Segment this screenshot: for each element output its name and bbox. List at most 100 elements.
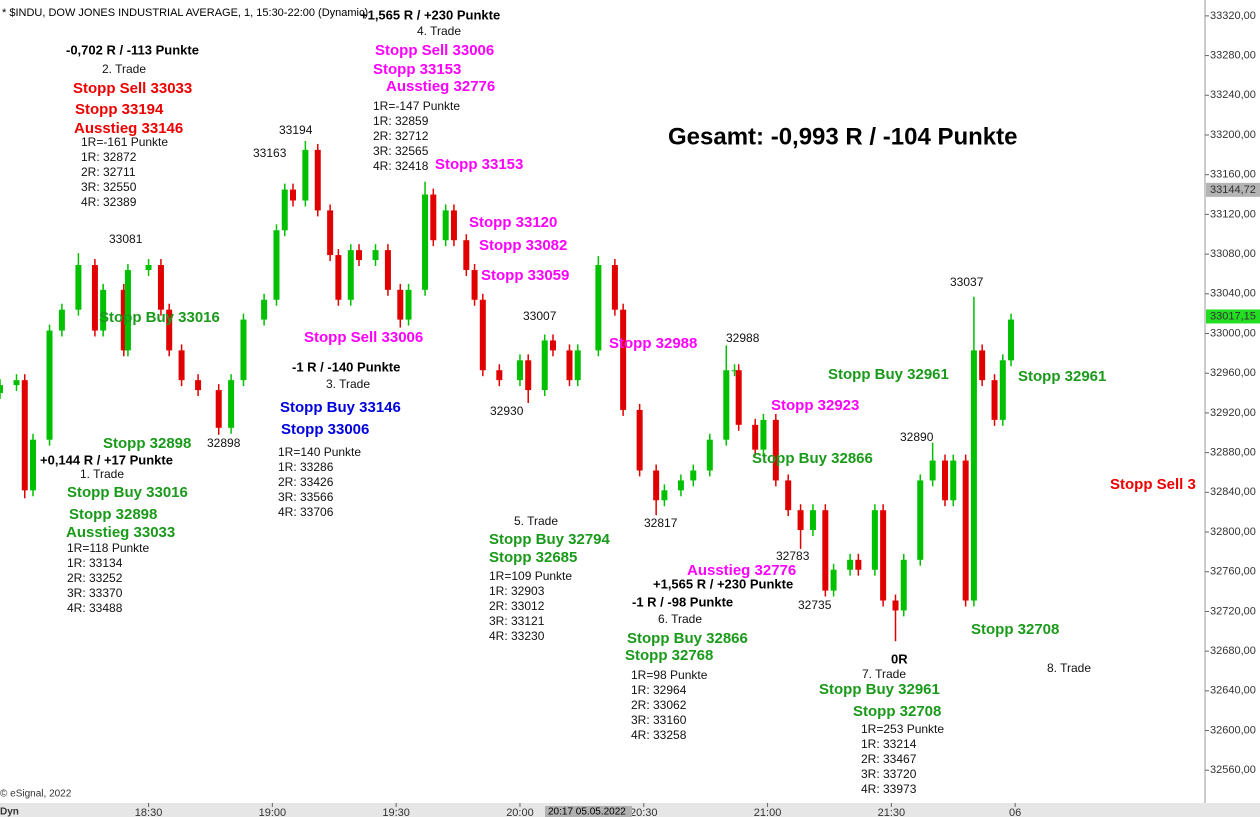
annotation: 1R=-161 Punkte [81,135,168,149]
candle-body [100,289,107,331]
annotation: 1R=98 Punkte [631,668,708,682]
annotation: Stopp 32685 [489,549,577,566]
candle-body [13,380,20,386]
candle-body [356,250,363,261]
annotation: Ausstieg 32776 [386,78,495,95]
candle-body [541,340,548,391]
candle-body [120,289,127,351]
annotation: Stopp 33194 [75,101,164,118]
candle-body [21,380,28,491]
annotation: 33081 [109,232,143,246]
candle-body [942,460,949,501]
candle-body [785,480,792,511]
y-tick-label: 33280,00 [1210,49,1256,61]
annotation: 3R: 33121 [489,614,545,628]
candle-body [30,439,37,491]
annotation: 3R: 33720 [861,767,917,781]
candle-body [58,309,65,331]
candle-body [240,319,247,381]
copyright: © eSignal, 2022 [0,789,72,800]
annotation: 1. Trade [80,467,124,481]
annotation: 4R: 32418 [373,159,429,173]
y-tick-label: 33200,00 [1210,129,1256,141]
candle-body [289,189,296,201]
candle-body [735,370,742,425]
annotation: Stopp 33082 [479,237,567,254]
y-tick-label: 32800,00 [1210,526,1256,538]
annotation: Stopp Sell 33006 [375,42,494,59]
annotation: 2R: 33062 [631,698,687,712]
annotation: Stopp Buy 32866 [752,450,873,467]
candle-body [261,299,268,320]
annotation: 4R: 33488 [67,601,123,615]
annotation: 32817 [644,516,678,530]
candle-body [1008,319,1015,361]
annotation: 1R: 32903 [489,584,545,598]
annotation: 33037 [950,275,984,289]
annotation: Stopp 33153 [435,156,523,173]
annotation: 3R: 32565 [373,144,429,158]
candle-body [900,559,907,611]
annotation: 1R: 32859 [373,114,429,128]
candle-body [442,210,449,241]
annotation: Ausstieg 32776 [687,562,796,579]
candle-body [335,255,342,300]
candle-body [314,149,321,211]
candle-body [970,350,977,601]
candle-body [892,600,899,611]
candle-body [611,265,618,310]
annotation: 2R: 33012 [489,599,545,613]
annotation: Ausstieg 33146 [74,120,183,137]
candle-body [228,380,235,428]
y-tick-label: 33080,00 [1210,248,1256,260]
candle-body [917,480,924,560]
candle-body [302,149,309,201]
candle-body [809,510,816,531]
annotation: 32930 [490,404,524,418]
y-tick-label: 32880,00 [1210,447,1256,459]
price-marker [1206,309,1260,324]
candle-body [75,265,82,310]
candle-body [372,250,379,261]
annotation: Stopp 32898 [69,506,157,523]
annotation: 2R: 33467 [861,752,917,766]
y-tick-label: 33000,00 [1210,327,1256,339]
y-tick-label: 32760,00 [1210,566,1256,578]
annotation: 4R: 33973 [861,782,917,796]
candle-body [752,424,759,450]
candle-body [430,194,437,241]
candle-body [124,269,131,351]
candle-body [347,250,354,300]
x-tick-label: 21:30 [878,807,906,817]
annotation: 1R=109 Punkte [489,569,572,583]
x-tick-label: 19:30 [382,807,410,817]
annotation: +0,144 R / +17 Punkte [40,452,173,467]
annotation: 4R: 33230 [489,629,545,643]
candle-body [46,330,53,440]
candle-body [797,510,804,531]
y-tick-label: 32840,00 [1210,486,1256,498]
candle-body [653,470,660,501]
annotation: 32898 [207,436,241,450]
annotation: 1R=253 Punkte [861,722,944,736]
annotation: 2R: 33252 [67,571,123,585]
x-tick-label: 06 [1009,807,1021,817]
annotation: Stopp Buy 33016 [99,309,220,326]
candle-body [999,360,1006,420]
price-marker-label: 33017,15 [1210,310,1256,322]
candle-body [496,370,503,381]
candle-body [760,419,767,450]
annotation: Stopp Buy 33146 [280,399,401,416]
candle-body [731,370,738,372]
candle-body [950,460,957,501]
x-tick-label: 21:00 [754,807,782,817]
candle-body [871,510,878,570]
annotation: 1R: 32872 [81,150,137,164]
toolbar-label[interactable]: Dyn [0,807,19,817]
annotation: -1 R / -98 Punkte [632,594,733,609]
annotation: +1,565 R / +230 Punkte [360,7,500,22]
price-marker-label: 33144,72 [1210,184,1256,196]
annotation: Stopp 32961 [1018,368,1106,385]
candle-body [661,490,668,501]
